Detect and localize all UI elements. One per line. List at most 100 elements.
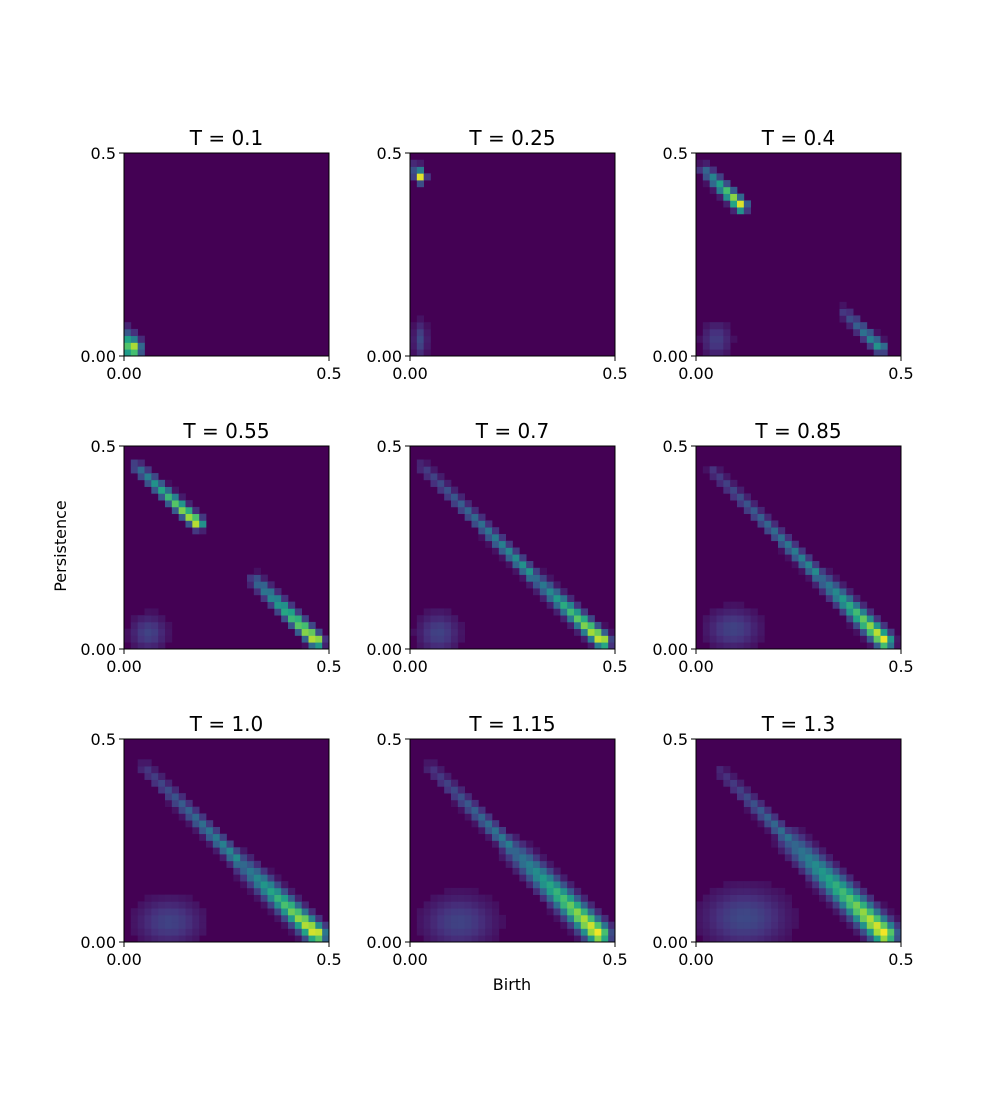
heatmap-cell [274,881,282,889]
heatmap-cell [478,820,486,828]
heatmap-cell [846,594,854,602]
heatmap-cell [730,881,738,889]
heatmap-cell [819,567,827,575]
heatmap-cell [151,473,159,481]
heatmap-cell [839,308,847,316]
heatmap-cell [178,806,186,814]
heatmap-cell [853,881,861,889]
heatmap-cell [853,608,861,616]
heatmap-cell [533,860,541,868]
heatmap-cell [709,342,717,350]
heatmap-cell [894,921,902,929]
heatmap-cell [880,901,888,909]
heatmap-cell [274,588,282,596]
x-tick-label: 0.00 [392,364,428,383]
heatmap-cell [492,840,500,848]
heatmap-cell [894,935,902,943]
heatmap-cell [812,847,820,855]
heatmap-cell [444,493,452,501]
heatmap-cell [709,186,717,194]
heatmap-cell [574,935,582,943]
panels-group: 0.00 0.5 0.00 0.5 T = 0.1 0.00 0.5 0.00 0.5 T = 0… [80,126,913,969]
heatmap-cell [702,335,711,343]
heatmap-cell [587,615,595,623]
heatmap-cell [294,608,303,616]
heatmap-cell [226,847,234,855]
heatmap-cell [567,601,575,609]
heatmap-background [410,153,615,356]
heatmap-cell [519,574,527,582]
heatmap-cell [546,901,554,909]
heatmap-cell [130,615,139,623]
heatmap-cell [485,894,493,902]
heatmap-cell [825,581,834,589]
heatmap-cell [723,479,731,487]
heatmap-cell [723,908,731,916]
heatmap-cell [423,322,431,330]
heatmap-cell [288,914,296,923]
heatmap-cell [730,914,738,923]
heatmap-cell [825,588,834,596]
heatmap-cell [437,908,445,916]
heatmap-cell [702,894,711,902]
heatmap-cell [819,588,827,596]
heatmap-cell [723,901,731,909]
heatmap-cell [430,921,438,929]
heatmap-cell [737,493,745,501]
heatmap-cell [860,335,868,343]
heatmap-cell [253,887,262,895]
heatmap-cell [430,901,438,909]
heatmap-cell [178,513,186,521]
heatmap-cell [696,335,704,343]
heatmap-cell [416,459,425,467]
heatmap-cell [696,921,704,929]
heatmap-cell [716,935,724,943]
heatmap-cell [185,908,193,916]
heatmap-cell [702,908,711,916]
heatmap-cell [519,840,527,848]
panel-title: T = 0.1 [189,126,264,150]
heatmap-cell [457,806,466,814]
heatmap-cell [716,349,724,357]
y-tick-label: 0.00 [366,933,402,952]
heatmap-cell [709,908,717,916]
heatmap-cell [322,635,330,643]
heatmap-cell [416,322,425,330]
heatmap-cell [151,901,159,909]
heatmap-cell [839,887,847,895]
heatmap-cell [437,635,445,643]
heatmap-cell [778,894,786,902]
heatmap-cell [880,908,888,916]
heatmap-cell [151,928,159,936]
heatmap-cell [492,908,500,916]
heatmap-cell [723,486,731,494]
heatmap-cell [457,628,466,636]
heatmap-cell [464,908,472,916]
heatmap-cell [457,908,466,916]
heatmap-cell [533,567,541,575]
heatmap-cell [471,921,479,929]
heatmap-cell [819,874,827,882]
heatmap-cell [723,779,731,787]
heatmap-cell [457,793,466,801]
heatmap-cell [253,894,262,902]
heatmap-cell [696,914,704,923]
heatmap-cell [560,921,568,929]
heatmap-cell [185,894,193,902]
heatmap-cell [730,772,738,780]
heatmap-cell [819,574,827,582]
heatmap-cell [437,766,445,774]
heatmap-cell [423,349,431,357]
heatmap-cell [743,793,752,801]
heatmap-cell [533,847,541,855]
heatmap-cell [267,594,275,602]
heatmap-cell [580,935,589,943]
heatmap-cell [171,506,180,515]
heatmap-cell [737,500,745,508]
heatmap-cell [485,820,493,828]
heatmap-cells [130,759,330,943]
heatmap-cell [553,608,561,616]
y-tick-label: 0.5 [377,144,402,163]
heatmap-panel: 0.00 0.5 0.00 0.5 T = 0.7 [366,419,627,676]
heatmap-cell [410,349,418,357]
